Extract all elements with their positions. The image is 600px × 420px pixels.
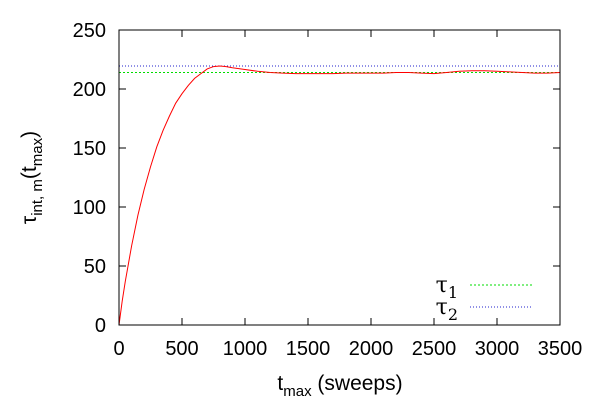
y-tick-label: 100 (73, 197, 106, 219)
y-tick-label: 250 (73, 20, 106, 42)
plot-frame (118, 29, 561, 326)
y-axis-title: τint, m(tmax) (18, 131, 46, 224)
x-tick-label: 0 (113, 338, 124, 360)
x-tick-label: 500 (165, 338, 198, 360)
y-tick-label: 50 (84, 256, 106, 278)
x-tick-label: 1500 (286, 338, 331, 360)
series-line-0 (118, 65, 561, 326)
y-tick-label: 150 (73, 138, 106, 160)
legend-label-tau2: τ2 (436, 295, 458, 324)
legend-label-tau1: τ1 (436, 273, 458, 302)
y-tick-label: 200 (73, 79, 106, 101)
x-tick-label: 1000 (223, 338, 268, 360)
y-tick-label: 0 (95, 315, 106, 337)
x-tick-label: 3500 (538, 338, 583, 360)
x-tick-label: 2500 (412, 338, 457, 360)
x-axis-title: tmax (sweeps) (277, 372, 402, 400)
x-tick-label: 2000 (349, 338, 394, 360)
x-tick-label: 3000 (475, 338, 520, 360)
